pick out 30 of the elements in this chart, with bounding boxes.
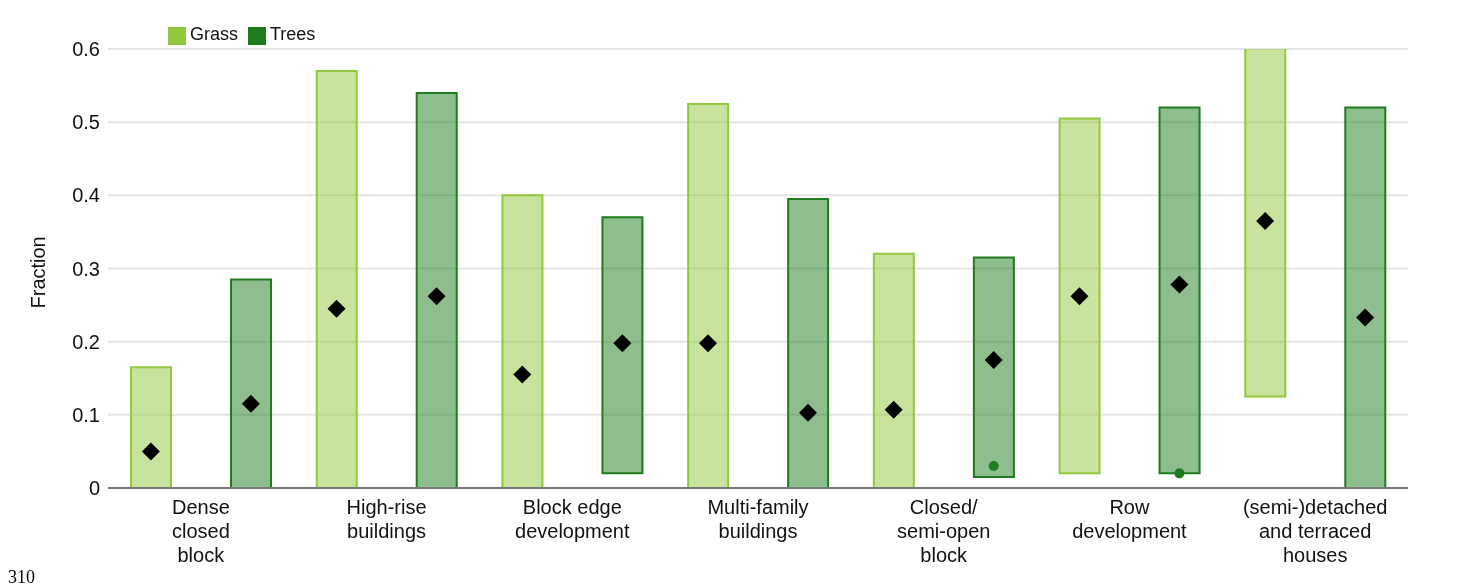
- x-tick-label: Multi-family buildings: [707, 496, 809, 542]
- y-tick-label: 0.4: [72, 184, 100, 207]
- y-tick-label: 0.5: [72, 111, 100, 134]
- bar: [130, 366, 172, 488]
- bar: [872, 252, 915, 488]
- bar: [1058, 117, 1101, 475]
- text: 310: [8, 567, 35, 588]
- bar: [687, 102, 730, 488]
- x-tick-label: Closed/ semi-open block: [897, 496, 991, 566]
- bar: [1344, 106, 1387, 488]
- legend-label: Grass: [190, 24, 239, 44]
- bar: [230, 278, 272, 488]
- x-tick-label: Block edge development: [515, 496, 630, 542]
- y-axis-title: Fraction: [27, 236, 50, 309]
- x-tick-label: High-rise buildings: [346, 496, 427, 542]
- x-tick-label: Dense closed block: [171, 496, 230, 566]
- y-tick-label: 0.3: [72, 257, 100, 280]
- bar: [315, 69, 358, 488]
- bar: [501, 194, 544, 488]
- y-tick-label: 0.1: [72, 403, 100, 426]
- bar: [601, 216, 644, 475]
- y-tick-label: 0.2: [72, 330, 100, 353]
- bar: [972, 256, 1015, 479]
- x-tick-label: (semi-)detached and terraced houses: [1242, 496, 1388, 566]
- y-tick-label: 0: [88, 477, 100, 500]
- legend-label: Trees: [270, 24, 316, 44]
- bar: [787, 197, 830, 488]
- y-tick-label: 0.6: [72, 38, 100, 61]
- x-tick-label: Row development: [1072, 496, 1188, 542]
- bar: [415, 91, 458, 488]
